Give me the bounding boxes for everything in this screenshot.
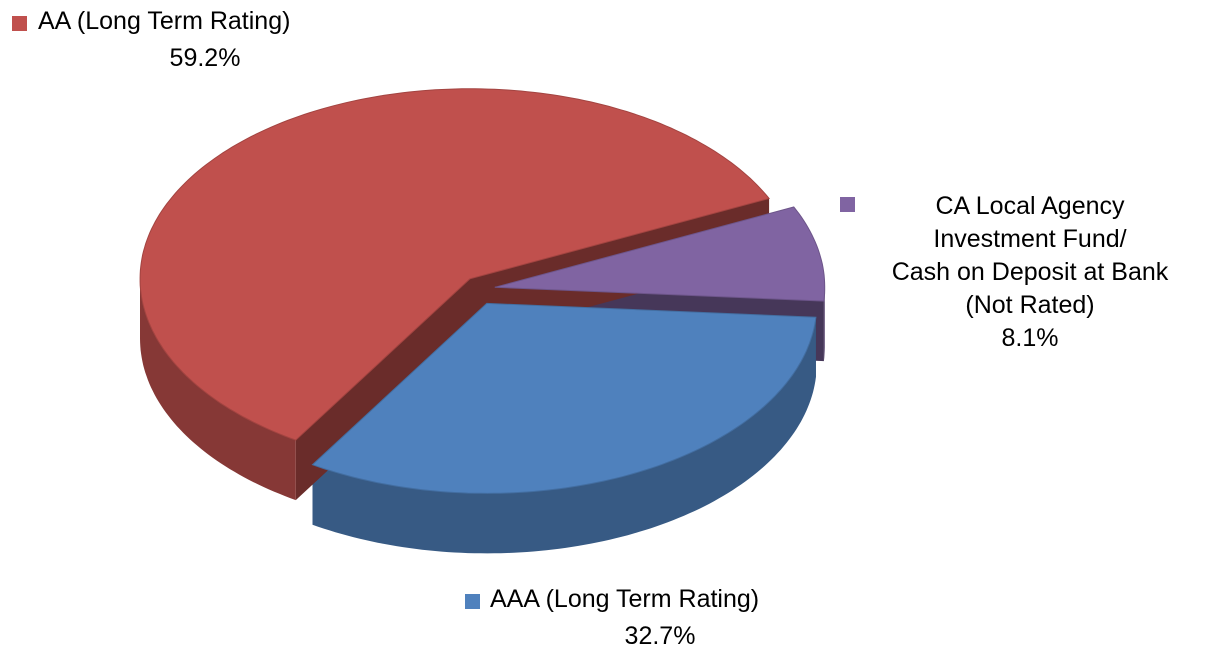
legend-swatch (465, 594, 480, 609)
slice-side (140, 278, 296, 501)
slice (311, 302, 817, 494)
category-label: AAA (Long Term Rating) (490, 585, 760, 613)
value-label: 32.7% (624, 622, 696, 650)
slice (139, 88, 770, 441)
slice (494, 206, 826, 302)
category-label: AA (Long Term Rating) (38, 7, 291, 35)
slice-side (312, 317, 816, 554)
value-label: 8.1% (1001, 324, 1059, 352)
value-label: 59.2% (169, 44, 241, 72)
category-label: CA Local Agency Investment Fund/ Cash on… (891, 192, 1169, 319)
slice-side (823, 287, 825, 362)
legend-swatch (12, 16, 27, 31)
legend-swatch (840, 197, 855, 212)
